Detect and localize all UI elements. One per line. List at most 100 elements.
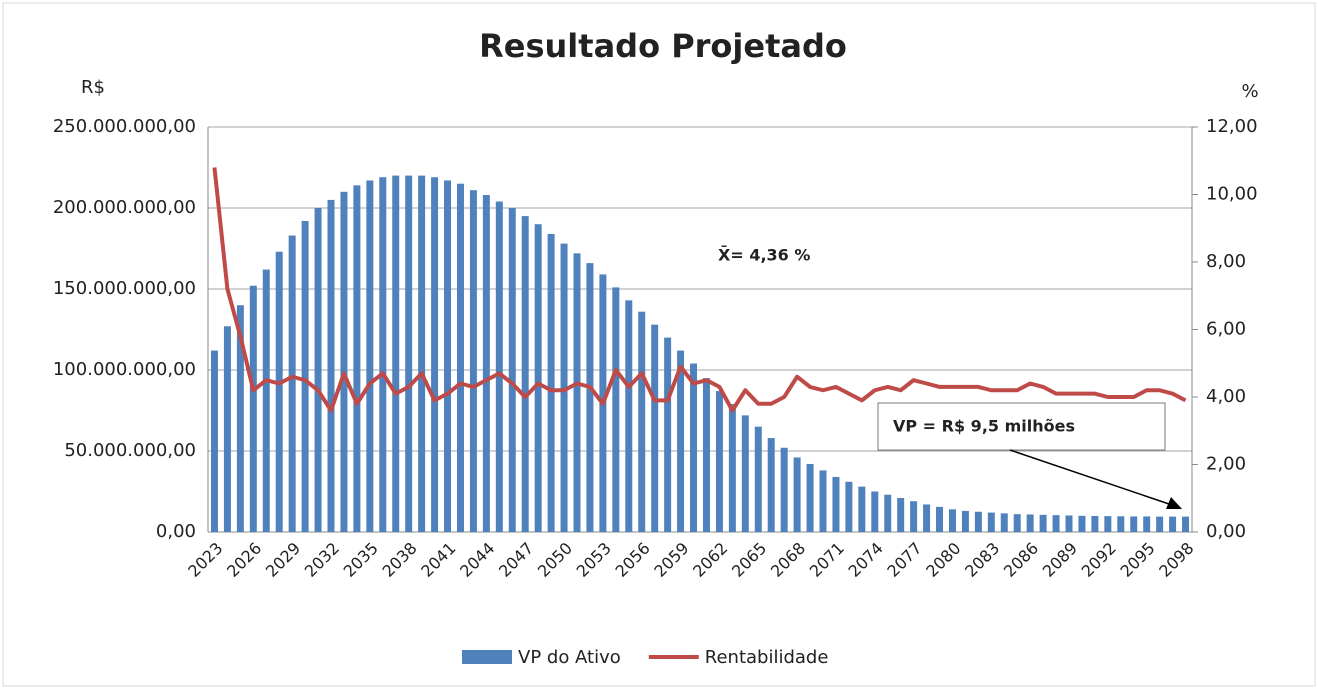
bar (327, 199, 335, 532)
bar (482, 195, 490, 533)
bar (767, 438, 775, 532)
bar (1039, 514, 1047, 532)
bar (961, 510, 969, 532)
bar (923, 504, 931, 532)
bar (573, 253, 581, 533)
bar (353, 185, 361, 532)
legend-swatch (462, 650, 512, 664)
bar (1117, 516, 1125, 532)
bar (1000, 513, 1008, 532)
bar (1078, 515, 1086, 532)
bar (236, 305, 244, 532)
y-tick-label: 250.000.000,00 (53, 116, 196, 137)
y2-axis-label: % (1241, 81, 1258, 102)
bar (560, 243, 568, 532)
bar (677, 350, 685, 532)
bar (948, 509, 956, 532)
annotation-box (877, 402, 1166, 451)
line (212, 167, 1187, 413)
bar (728, 404, 736, 532)
bar (379, 177, 387, 532)
bar (314, 208, 322, 532)
y2-tick-label: 0,00 (1206, 521, 1246, 542)
bar (431, 177, 439, 532)
bar (987, 512, 995, 532)
y2-tick-label: 2,00 (1206, 454, 1246, 475)
bar (715, 391, 723, 532)
bar (819, 470, 827, 532)
bar (288, 235, 296, 533)
y2-tick-label: 8,00 (1206, 251, 1246, 272)
bar (1143, 516, 1151, 532)
bar (793, 457, 801, 532)
bar (508, 208, 516, 532)
y-tick-label: 100.000.000,00 (53, 359, 196, 380)
bar (871, 491, 879, 532)
bar (845, 481, 853, 532)
bar (974, 511, 982, 532)
bar (806, 463, 814, 532)
bar (534, 224, 542, 532)
mean-annotation: X̄= 4,36 % (718, 245, 810, 265)
bar (884, 494, 892, 532)
bar (910, 501, 918, 532)
bar (858, 486, 866, 532)
bar (249, 285, 257, 532)
bar (392, 175, 400, 532)
y-tick-label: 50.000.000,00 (64, 440, 196, 461)
bar (651, 324, 659, 532)
arrow-line (1009, 449, 1173, 506)
y2-tick-label: 10,00 (1206, 184, 1258, 205)
bar (664, 337, 672, 532)
bar (1182, 516, 1190, 532)
chart-title: Resultado Projetado (479, 27, 847, 65)
bar (262, 269, 270, 532)
bar (1065, 515, 1073, 532)
bar (1026, 514, 1034, 532)
bar (780, 447, 788, 532)
bar (366, 180, 374, 532)
bar (1091, 515, 1099, 532)
legend-label: VP do Ativo (518, 647, 621, 668)
bar (1156, 516, 1164, 532)
bar (418, 175, 426, 532)
arrow-head (1166, 497, 1182, 509)
bar (495, 201, 503, 532)
bar (1052, 515, 1060, 532)
y2-tick-label: 4,00 (1206, 386, 1246, 407)
vp-annotation: VP = R$ 9,5 milhões (893, 417, 1075, 436)
bar (690, 363, 698, 532)
bar (1013, 514, 1021, 532)
bar (444, 180, 452, 532)
y-tick-label: 0,00 (156, 521, 196, 542)
bar (456, 183, 464, 532)
bar (469, 190, 477, 532)
bar (586, 263, 594, 532)
bar (223, 326, 231, 532)
bar (210, 350, 218, 532)
bar (301, 220, 309, 532)
bar (547, 233, 555, 533)
bar (936, 506, 944, 532)
bar (741, 415, 749, 532)
bar (702, 378, 710, 532)
y-axis-label: R$ (81, 77, 105, 98)
bar (638, 311, 646, 532)
y-tick-label: 200.000.000,00 (53, 197, 196, 218)
bar (832, 476, 840, 532)
legend-label: Rentabilidade (705, 647, 829, 668)
bar (405, 175, 413, 532)
bar (521, 216, 529, 532)
bar (625, 300, 633, 532)
y-tick-label: 150.000.000,00 (53, 278, 196, 299)
bar (275, 251, 283, 533)
bar (1130, 516, 1138, 532)
bar (1169, 516, 1177, 532)
bar (612, 287, 620, 532)
bar (754, 426, 762, 532)
bar (897, 497, 905, 532)
y2-tick-label: 12,00 (1206, 116, 1258, 137)
y2-tick-label: 6,00 (1206, 319, 1246, 340)
